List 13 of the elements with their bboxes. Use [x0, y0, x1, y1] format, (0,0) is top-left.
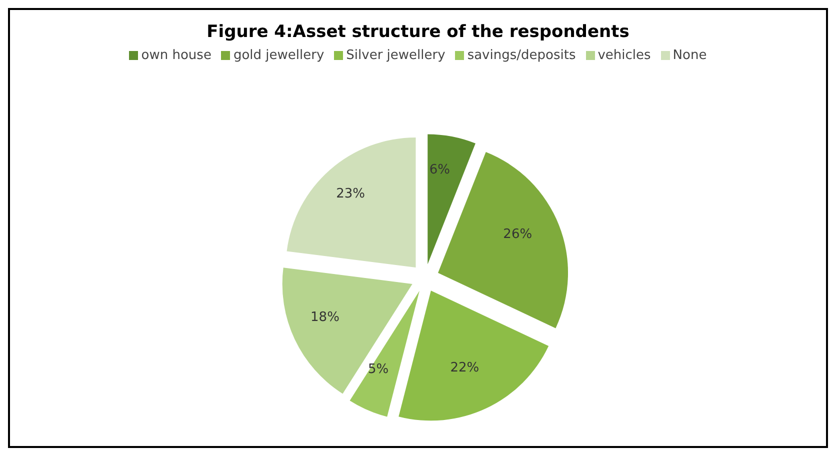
legend-label: vehicles	[596, 48, 651, 63]
data-label: 26%	[503, 226, 532, 242]
chart-title: Figure 4:Asset structure of the respondents	[206, 22, 630, 42]
data-label: 22%	[450, 360, 480, 376]
data-label: 18%	[310, 310, 340, 326]
legend-label: own house	[140, 48, 212, 63]
data-label: 23%	[336, 186, 366, 202]
legend-label: savings/deposits	[466, 48, 576, 63]
data-label: 6%	[429, 162, 450, 178]
legend-label: Silver jewellery	[345, 48, 446, 63]
data-label: 5%	[368, 362, 389, 377]
legend-label: gold jewellery	[232, 48, 324, 63]
legend-label: None	[672, 48, 707, 63]
